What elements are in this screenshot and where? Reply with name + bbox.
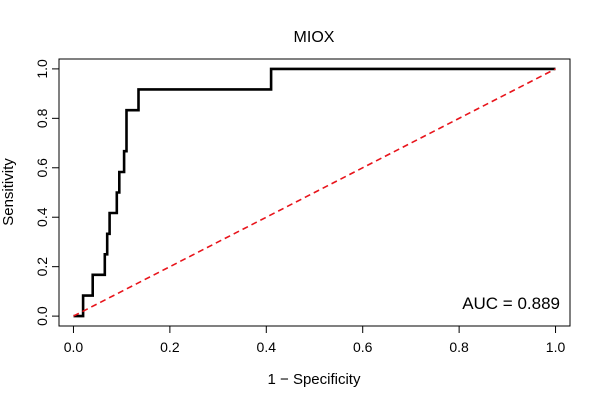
x-axis-label: 1 − Specificity	[268, 371, 361, 388]
chart-title: MIOX	[294, 29, 335, 46]
x-tick-label: 0.2	[160, 339, 180, 355]
series-layer	[73, 67, 556, 318]
x-axis: 0.0 0.2 0.4 0.6 0.8 1.0	[64, 325, 566, 355]
x-tick-label: 0.4	[257, 339, 277, 355]
x-tick-label: 0.6	[353, 339, 373, 355]
x-tick-label: 1.0	[546, 339, 566, 355]
y-tick-label: 1.0	[34, 59, 50, 79]
x-tick-label: 0.0	[64, 339, 84, 355]
y-axis: 0.0 0.2 0.4 0.6 0.8 1.0	[34, 59, 60, 326]
y-tick-label: 0.6	[34, 158, 50, 178]
y-axis-label: Sensitivity	[0, 158, 17, 226]
y-tick-label: 0.8	[34, 108, 50, 128]
reference-diagonal-line	[73, 68, 556, 317]
y-tick-label: 0.4	[34, 207, 50, 227]
auc-annotation: AUC = 0.889	[462, 294, 560, 313]
y-tick-label: 0.2	[34, 257, 50, 277]
x-tick-label: 0.8	[449, 339, 469, 355]
y-tick-label: 0.0	[34, 306, 50, 326]
roc-curve-line	[73, 67, 556, 318]
